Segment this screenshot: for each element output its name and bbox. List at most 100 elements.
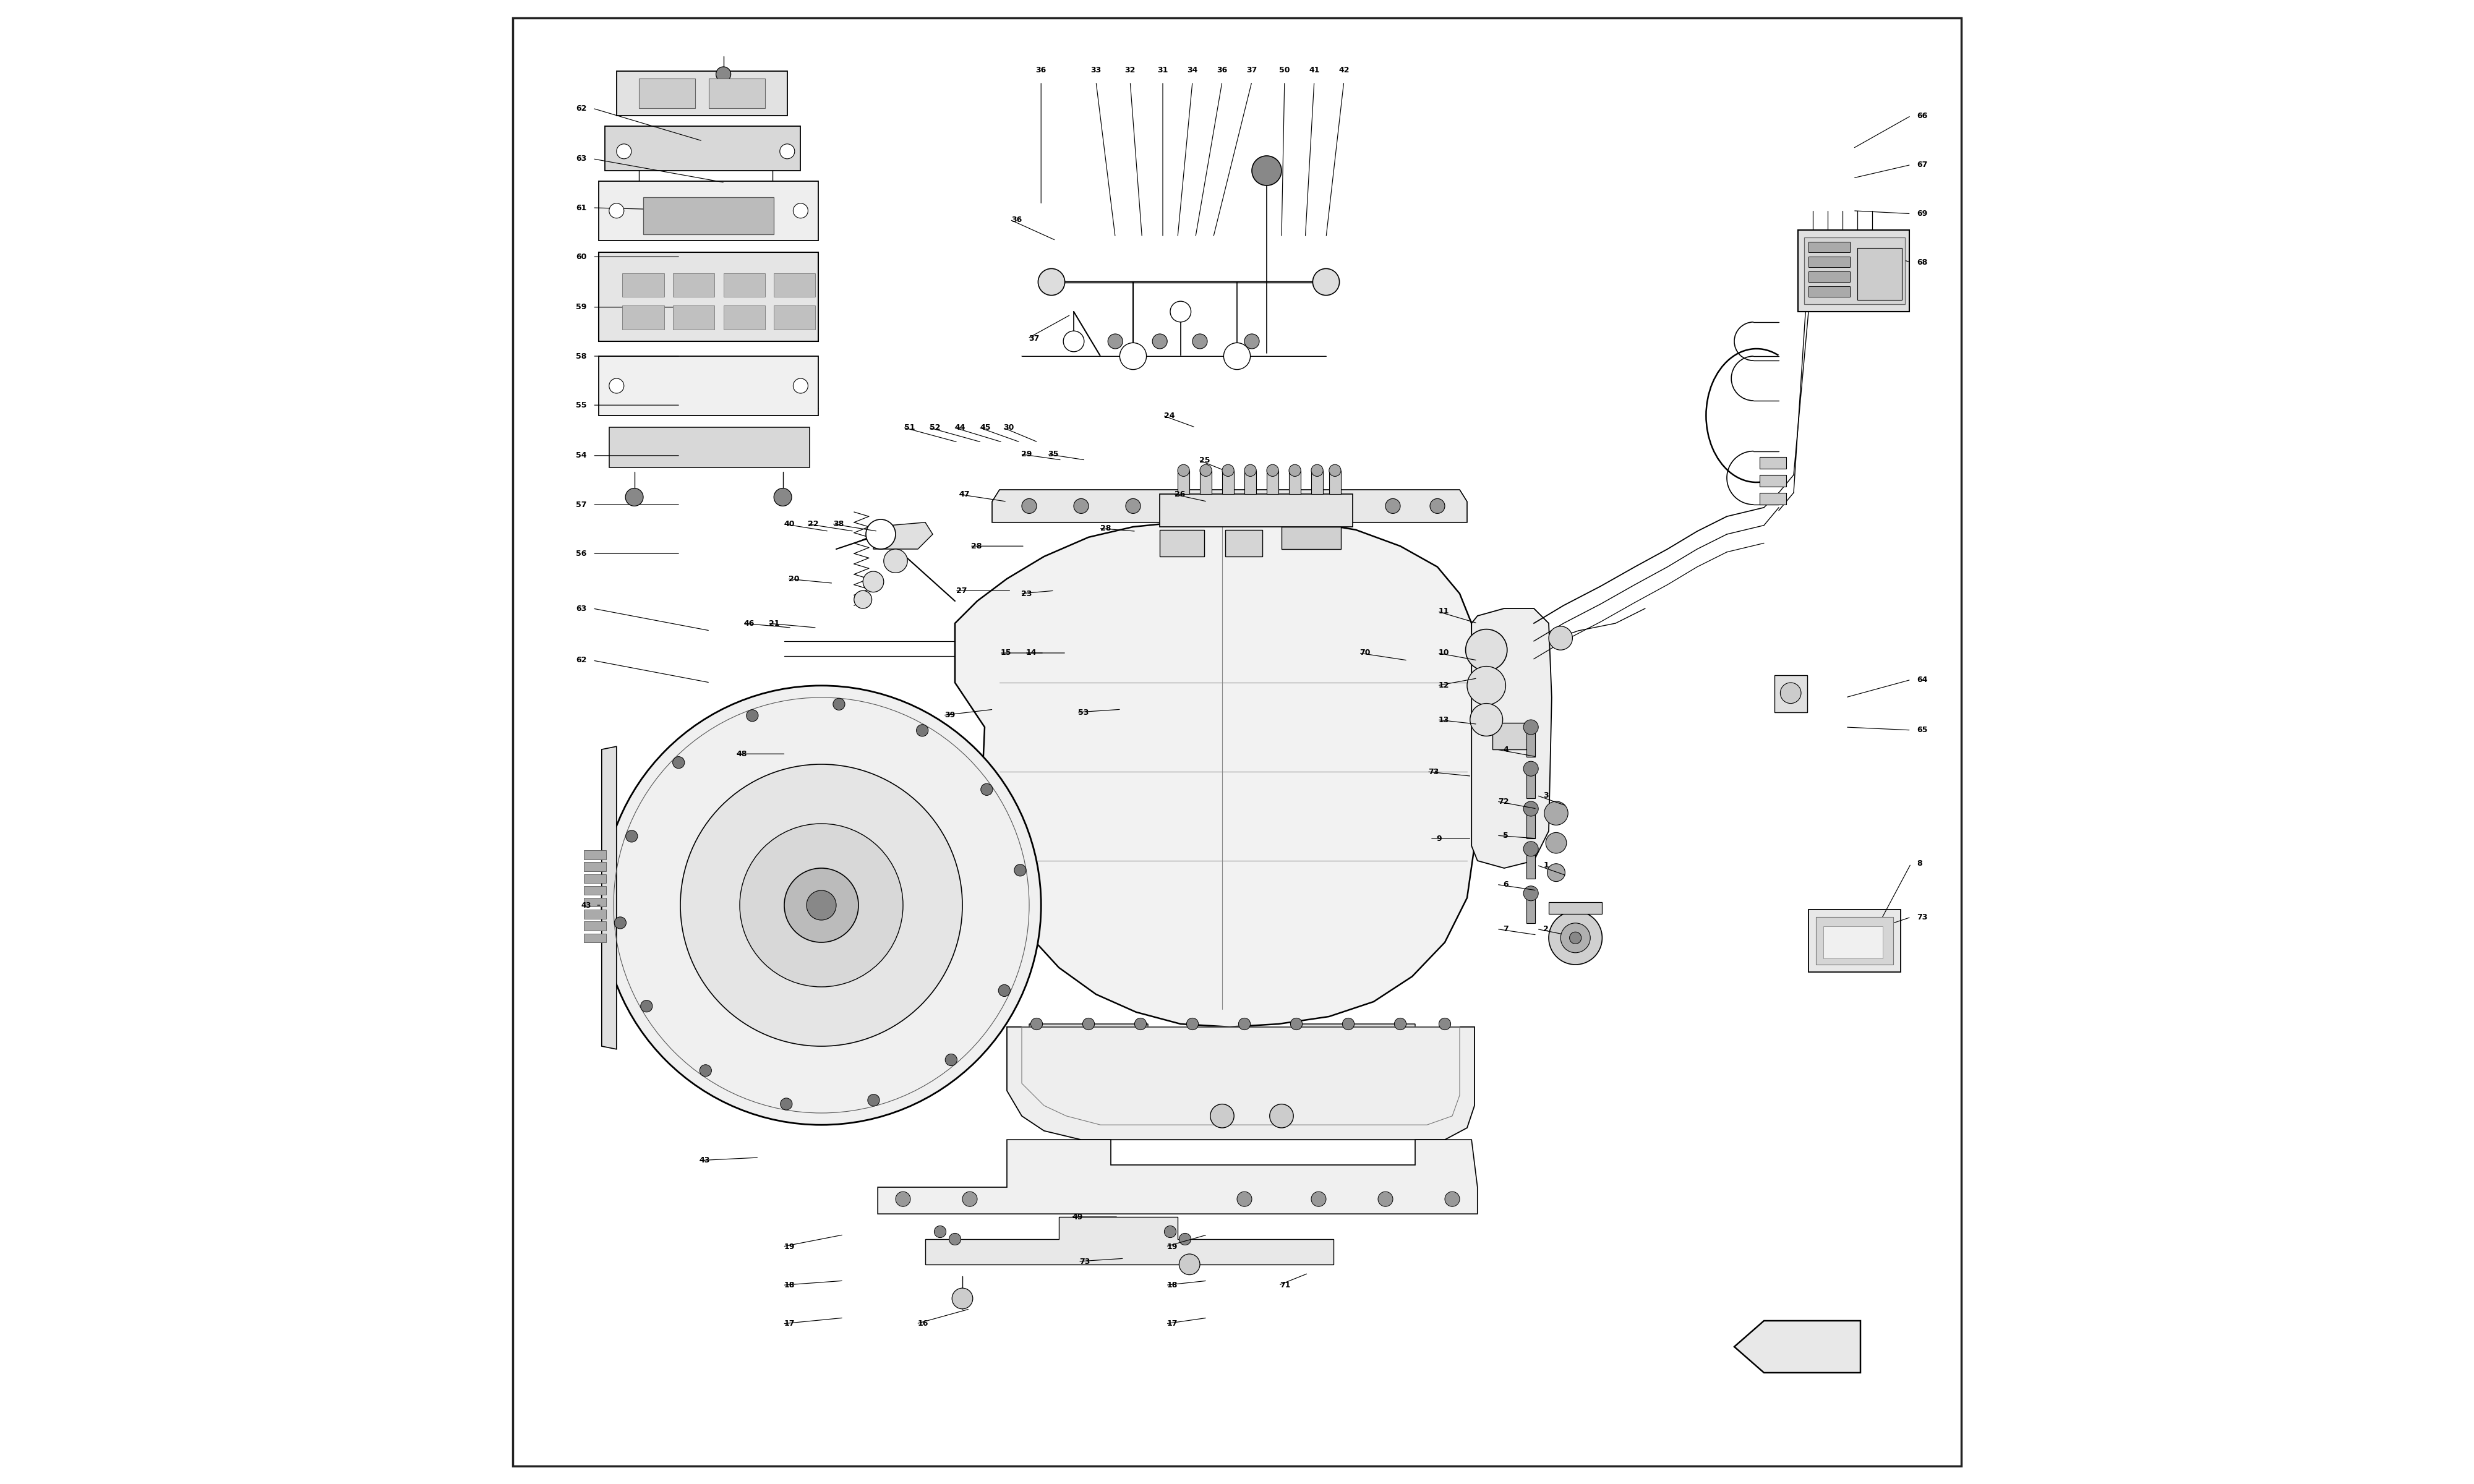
Text: 56: 56 <box>576 549 586 558</box>
Circle shape <box>1311 1192 1326 1206</box>
Bar <box>1526 809 1536 838</box>
Circle shape <box>779 144 794 159</box>
Circle shape <box>626 830 638 841</box>
Circle shape <box>1549 911 1603 965</box>
Circle shape <box>962 1192 977 1206</box>
Bar <box>1526 727 1536 757</box>
Bar <box>1858 248 1903 300</box>
Text: 38: 38 <box>834 519 844 528</box>
Bar <box>1244 470 1257 494</box>
Text: 53: 53 <box>1079 708 1089 717</box>
Text: 62: 62 <box>576 656 586 665</box>
Circle shape <box>1282 499 1296 513</box>
Bar <box>584 850 606 859</box>
Text: 73: 73 <box>1917 913 1927 922</box>
Bar <box>623 273 663 297</box>
Circle shape <box>1244 464 1257 476</box>
Circle shape <box>774 488 792 506</box>
Text: 37: 37 <box>1029 334 1039 343</box>
Polygon shape <box>1472 608 1551 868</box>
Text: 59: 59 <box>576 303 586 312</box>
Circle shape <box>614 917 626 929</box>
Circle shape <box>1311 464 1324 476</box>
Text: 21: 21 <box>769 619 779 628</box>
Circle shape <box>1084 1018 1094 1030</box>
Text: 73: 73 <box>1427 767 1440 776</box>
Circle shape <box>641 1000 653 1012</box>
Circle shape <box>854 591 871 608</box>
Circle shape <box>1343 1018 1353 1030</box>
Bar <box>1808 242 1851 252</box>
Circle shape <box>1165 1226 1175 1238</box>
Circle shape <box>1032 1018 1042 1030</box>
Text: 8: 8 <box>1917 859 1922 868</box>
Circle shape <box>673 757 685 769</box>
Text: 39: 39 <box>945 711 955 720</box>
Bar <box>1808 272 1851 282</box>
Text: 72: 72 <box>1497 797 1509 806</box>
Text: 63: 63 <box>576 604 586 613</box>
Circle shape <box>1470 703 1502 736</box>
Text: 46: 46 <box>745 619 755 628</box>
Bar <box>638 79 695 108</box>
Text: 62: 62 <box>576 104 586 113</box>
Text: 18: 18 <box>784 1281 794 1290</box>
Bar <box>1759 475 1786 487</box>
Circle shape <box>1445 1192 1460 1206</box>
Bar <box>1526 893 1536 923</box>
Text: 26: 26 <box>1175 490 1185 499</box>
Text: 23: 23 <box>1022 589 1032 598</box>
Text: 3: 3 <box>1544 791 1549 800</box>
Bar <box>1160 494 1353 527</box>
Text: 55: 55 <box>576 401 586 410</box>
Circle shape <box>700 1064 713 1076</box>
Polygon shape <box>1029 1024 1148 1066</box>
Bar <box>604 126 802 171</box>
Text: 41: 41 <box>1309 67 1319 74</box>
Bar <box>599 181 819 240</box>
Polygon shape <box>873 522 933 549</box>
Circle shape <box>863 571 883 592</box>
Circle shape <box>915 724 928 736</box>
Text: 40: 40 <box>784 519 794 528</box>
Text: 33: 33 <box>1091 67 1101 74</box>
Bar <box>1237 683 1445 772</box>
Text: 43: 43 <box>700 1156 710 1165</box>
Bar <box>584 898 606 907</box>
Circle shape <box>1546 864 1566 881</box>
Circle shape <box>945 1054 957 1066</box>
Circle shape <box>1395 1018 1405 1030</box>
Bar <box>774 306 816 329</box>
Polygon shape <box>601 746 616 1049</box>
Circle shape <box>1074 499 1089 513</box>
Bar <box>708 79 764 108</box>
Text: 25: 25 <box>1200 456 1210 464</box>
Text: 49: 49 <box>1071 1212 1084 1221</box>
Circle shape <box>1200 464 1212 476</box>
Circle shape <box>950 1233 960 1245</box>
Circle shape <box>1239 1018 1249 1030</box>
Bar <box>1492 723 1534 749</box>
Bar <box>1200 470 1212 494</box>
Text: 12: 12 <box>1437 681 1450 690</box>
Circle shape <box>1524 841 1539 856</box>
Circle shape <box>1440 1018 1450 1030</box>
Text: 61: 61 <box>576 203 586 212</box>
Text: 16: 16 <box>918 1319 928 1328</box>
Text: 11: 11 <box>1437 607 1450 616</box>
Bar <box>1759 457 1786 469</box>
Circle shape <box>1244 334 1259 349</box>
Text: 45: 45 <box>980 423 990 432</box>
Bar <box>1222 470 1235 494</box>
Text: 15: 15 <box>999 649 1012 657</box>
Text: 63: 63 <box>576 154 586 163</box>
Circle shape <box>1465 629 1507 671</box>
Circle shape <box>794 378 809 393</box>
Text: 51: 51 <box>903 423 915 432</box>
Polygon shape <box>992 490 1467 522</box>
Circle shape <box>1314 269 1338 295</box>
Text: 2: 2 <box>1544 925 1549 933</box>
Bar <box>722 306 764 329</box>
Polygon shape <box>1296 1024 1415 1066</box>
Circle shape <box>1291 1018 1301 1030</box>
